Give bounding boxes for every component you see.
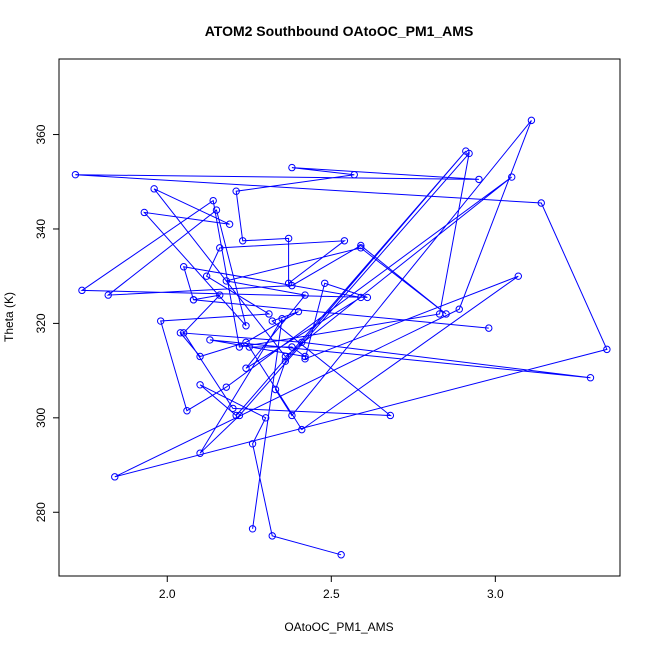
data-point [140,208,148,217]
data-point [222,277,231,285]
data-point [340,237,349,245]
data-point [508,173,516,181]
y-tick-label: 280 [34,502,48,522]
data-point [179,263,188,271]
data-point [268,532,276,540]
data-point [288,163,296,172]
data-point [209,196,217,205]
data-point [239,237,247,245]
data-point [235,411,244,420]
data-point [261,414,270,422]
data-point [435,310,444,318]
x-tick-label: 2.5 [323,587,340,601]
data-point [202,272,211,280]
data-point [245,343,253,351]
data-point [301,355,309,363]
data-point [157,317,165,325]
data-point [229,404,237,413]
y-axis: 280 300 320 340 360 [34,124,59,522]
data-point [294,307,303,316]
data-point [232,411,240,420]
y-tick-label: 320 [34,313,48,333]
x-axis-label: OAtoOC_PM1_AMS [284,620,393,634]
data-point [485,324,493,332]
data-point [242,322,250,330]
series-group [71,116,611,559]
data-point [281,357,290,365]
data-point [288,343,296,351]
data-point [111,473,119,481]
data-point [225,220,234,228]
chart-title: ATOM2 Southbound OAtoOC_PM1_AMS [205,23,474,39]
data-point [514,272,522,280]
data-point [150,185,158,193]
y-axis-label: Theta (K) [2,292,16,342]
data-point [281,352,290,361]
data-point [216,244,224,252]
data-point [298,425,306,434]
data-point [196,449,204,457]
data-point [537,199,545,207]
data-point [357,244,365,252]
data-point [386,411,395,420]
data-point [586,373,595,382]
data-point [176,329,185,337]
data-point [216,291,224,299]
data-point [196,381,204,389]
data-point [337,551,345,559]
data-point [288,411,296,420]
data-point [288,281,296,290]
data-point [183,407,191,415]
data-point [242,364,250,372]
data-point [206,336,214,344]
data-point [232,187,240,195]
data-point [357,241,365,250]
data-point [189,296,198,304]
data-point [248,440,257,448]
data-point [321,279,329,287]
data-point [363,293,372,302]
y-tick-label: 300 [34,407,48,427]
data-point [298,338,306,346]
data-point [78,286,86,295]
data-point [104,291,112,299]
x-tick-label: 3.0 [487,587,504,601]
data-point [455,305,463,313]
data-point [212,206,221,214]
data-point [271,385,280,394]
data-point [301,291,309,299]
data-point [71,170,80,179]
data-point [284,234,293,243]
data-point [527,116,536,125]
data-point [265,310,273,318]
plot-frame [58,58,621,577]
data-point [235,343,244,351]
y-tick-label: 360 [34,124,48,144]
data-point [465,149,473,158]
data-point [248,525,257,533]
data-point [268,317,276,325]
data-point [278,314,286,323]
series-line [75,120,608,556]
data-point [603,345,611,354]
data-point [475,175,483,184]
y-tick-label: 340 [34,219,48,239]
data-point [350,170,358,179]
data-point [196,352,204,361]
x-axis: 2.0 2.5 3.0 [159,576,504,601]
x-tick-label: 2.0 [159,587,176,601]
data-point [179,329,188,337]
data-point [301,352,309,361]
data-point [222,383,231,391]
